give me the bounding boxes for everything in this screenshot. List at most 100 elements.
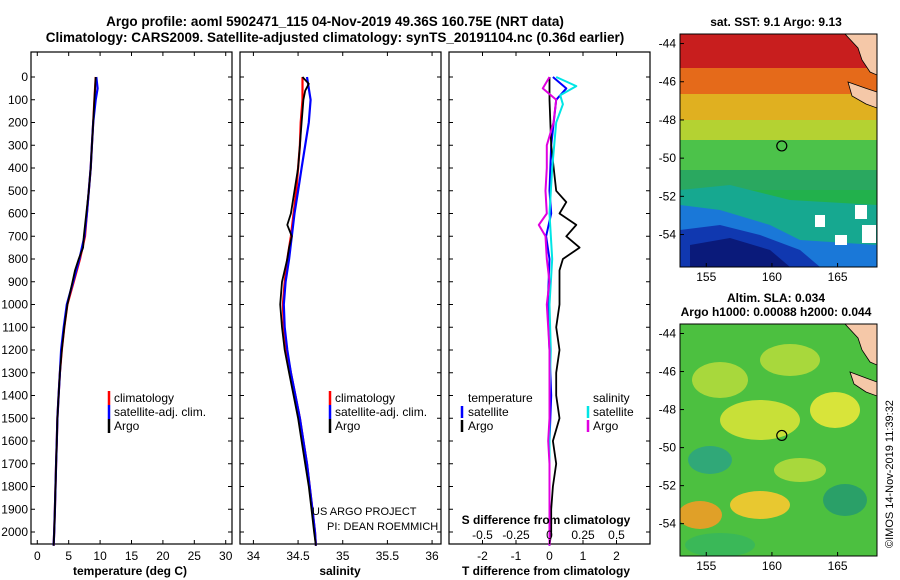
difference-x-axis: -2 -1 0 1 2 bbox=[477, 52, 620, 563]
sla-map-frame bbox=[679, 323, 878, 557]
y-tick-label: 700 bbox=[8, 229, 28, 243]
legend-label-argo: Argo bbox=[114, 419, 140, 433]
x-tick-label: 20 bbox=[156, 549, 170, 563]
map-y-tick-label: -50 bbox=[659, 151, 677, 165]
difference-x2-axis: -0.5 -0.25 0 0.25 0.5 bbox=[472, 528, 625, 542]
legend-label-satellite: satellite-adj. clim. bbox=[114, 405, 206, 419]
x-tick-label: 30 bbox=[219, 549, 233, 563]
x-tick-label: 1 bbox=[580, 549, 587, 563]
temperature-x-label: temperature (deg C) bbox=[73, 564, 187, 578]
y-tick-label: 500 bbox=[8, 184, 28, 198]
y-tick-label: 1300 bbox=[1, 366, 28, 380]
series-line-climatology bbox=[52, 76, 97, 546]
legend-label-climatology: climatology bbox=[335, 391, 395, 405]
x-tick-label: 35.5 bbox=[376, 549, 400, 563]
map-y-tick-label: -46 bbox=[659, 75, 677, 89]
legend-label-s-satellite: satellite bbox=[593, 405, 634, 419]
sst-profile-marker bbox=[776, 140, 788, 152]
y-tick-label: 1600 bbox=[1, 434, 28, 448]
series-line-s-argo bbox=[537, 76, 558, 546]
legend-label-climatology: climatology bbox=[114, 391, 174, 405]
map-y-tick-label: -46 bbox=[659, 365, 677, 379]
map-y-tick-label: -54 bbox=[659, 228, 677, 242]
map-x-tick-label: 160 bbox=[762, 270, 782, 284]
map-y-tick-label: -52 bbox=[659, 479, 677, 493]
series-line-argo bbox=[279, 76, 317, 546]
legend-label-satellite: satellite-adj. clim. bbox=[335, 405, 427, 419]
map-y-tick-label: -48 bbox=[659, 403, 677, 417]
legend-title-temperature: temperature bbox=[468, 391, 533, 405]
map-y-tick-label: -50 bbox=[659, 441, 677, 455]
difference-plot bbox=[537, 76, 581, 546]
sst-map bbox=[680, 34, 877, 267]
series-line-satellite-adj-clim- bbox=[282, 76, 317, 546]
map-y-tick-label: -52 bbox=[659, 189, 677, 203]
depth-axis: 0 100 200 300 400 500 600 700 800 900 1000 1100 1200… bbox=[1, 70, 650, 539]
difference-legend-salinity: salinity satellite Argo bbox=[586, 391, 634, 433]
chart-title-line1: Argo profile: aoml 5902471_115 04-Nov-20… bbox=[106, 14, 564, 29]
sla-map bbox=[680, 324, 877, 556]
legend-label-t-argo: Argo bbox=[468, 419, 494, 433]
y-tick-label: 1200 bbox=[1, 343, 28, 357]
salinity-x-axis: 34 34.5 35 35.5 36 bbox=[247, 52, 439, 563]
map-y-tick-label: -44 bbox=[659, 37, 677, 51]
y-tick-label: 0 bbox=[21, 70, 28, 84]
map-y-tick-label: -48 bbox=[659, 113, 677, 127]
y-tick-label: 1000 bbox=[1, 298, 28, 312]
y-tick-label: 1900 bbox=[1, 502, 28, 516]
x-tick-label: 34 bbox=[247, 549, 261, 563]
x-tick-label: -2 bbox=[477, 549, 488, 563]
legend-title-salinity: salinity bbox=[593, 391, 630, 405]
x-tick-label: 5 bbox=[65, 549, 72, 563]
temperature-plot bbox=[52, 76, 99, 546]
map-x-tick-label: 165 bbox=[828, 559, 848, 573]
sla-map-axes: 155 160 165 -44 -46 -48 -50 -52 -54 bbox=[659, 327, 848, 573]
x-tick-label: 10 bbox=[93, 549, 107, 563]
x2-tick-label: -0.5 bbox=[472, 528, 493, 542]
salinity-plot bbox=[279, 76, 317, 546]
chart-title-line2: Climatology: CARS2009. Satellite-adjuste… bbox=[46, 30, 624, 45]
map-x-tick-label: 155 bbox=[696, 270, 716, 284]
difference-x2-label: S difference from climatology bbox=[462, 513, 631, 527]
y-tick-label: 1100 bbox=[2, 320, 28, 334]
watermark: ©IMOS 14-Nov-2019 11:39:32 bbox=[884, 400, 896, 548]
map-y-tick-label: -54 bbox=[659, 517, 677, 531]
x-tick-label: 36 bbox=[425, 549, 439, 563]
x-tick-label: 35 bbox=[336, 549, 350, 563]
credit-project: US ARGO PROJECT bbox=[312, 506, 417, 518]
x2-tick-label: 0 bbox=[546, 528, 553, 542]
x-tick-label: 25 bbox=[188, 549, 202, 563]
x-tick-label: 15 bbox=[125, 549, 139, 563]
x-tick-label: 2 bbox=[613, 549, 620, 563]
map-x-tick-label: 155 bbox=[696, 559, 716, 573]
legend-label-argo: Argo bbox=[335, 419, 361, 433]
x-tick-label: -1 bbox=[511, 549, 522, 563]
credit-pi: PI: DEAN ROEMMICH bbox=[327, 521, 438, 533]
y-tick-label: 900 bbox=[8, 275, 28, 289]
temperature-legend: climatology satellite-adj. clim. Argo bbox=[107, 391, 206, 433]
salinity-panel-frame bbox=[239, 51, 442, 545]
y-tick-label: 1400 bbox=[1, 389, 28, 403]
series-line-t-argo bbox=[548, 77, 581, 546]
x-tick-label: 0 bbox=[546, 549, 553, 563]
legend-label-t-satellite: satellite bbox=[468, 405, 509, 419]
map-x-tick-label: 160 bbox=[762, 559, 782, 573]
x2-tick-label: 0.5 bbox=[608, 528, 625, 542]
map-y-tick-label: -44 bbox=[659, 327, 677, 341]
legend-label-s-argo: Argo bbox=[593, 419, 619, 433]
y-tick-label: 400 bbox=[8, 161, 28, 175]
difference-x-label: T difference from climatology bbox=[462, 564, 630, 578]
x-tick-label: 0 bbox=[34, 549, 41, 563]
x-tick-label: 34.5 bbox=[286, 549, 310, 563]
sst-map-axes: 155 160 165 -44 -46 -48 -50 -52 -54 bbox=[659, 37, 848, 284]
series-line-s-satellite bbox=[548, 76, 578, 546]
y-tick-label: 800 bbox=[8, 252, 28, 266]
map-x-tick-label: 165 bbox=[828, 270, 848, 284]
y-tick-label: 200 bbox=[8, 116, 28, 130]
sst-map-title: sat. SST: 9.1 Argo: 9.13 bbox=[710, 15, 842, 29]
salinity-x-label: salinity bbox=[319, 564, 361, 578]
y-tick-label: 1800 bbox=[1, 480, 28, 494]
y-tick-label: 2000 bbox=[1, 525, 28, 539]
sla-profile-marker bbox=[776, 429, 788, 442]
